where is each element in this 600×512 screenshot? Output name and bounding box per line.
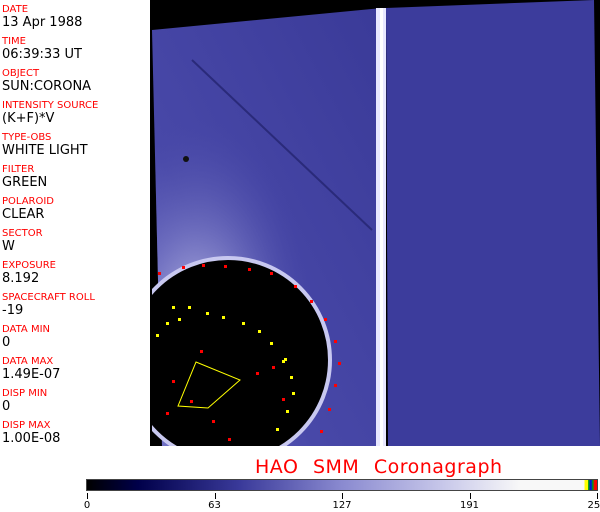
yellow-marker	[242, 322, 245, 325]
red-marker	[248, 268, 251, 271]
red-marker	[256, 372, 259, 375]
red-marker	[324, 318, 327, 321]
field-label: DATA MIN	[2, 324, 50, 335]
header-info-panel: DATE 13 Apr 1988 TIME 06:39:33 UT OBJECT SUN:…	[0, 0, 152, 446]
field-label: FILTER	[2, 164, 35, 175]
field-value: 1.00E-08	[2, 431, 61, 446]
yellow-marker	[188, 306, 191, 309]
field-label: DISP MAX	[2, 420, 51, 431]
red-marker	[282, 398, 285, 401]
colorbar-tick-label: 191	[459, 500, 480, 511]
colorbar-tick-label: 63	[208, 500, 221, 511]
field-value: CLEAR	[2, 207, 45, 222]
field-value: GREEN	[2, 175, 48, 190]
red-marker	[158, 272, 161, 275]
field-value: 13 Apr 1988	[2, 15, 83, 30]
red-marker	[320, 430, 323, 433]
yellow-marker	[276, 428, 279, 431]
yellow-marker	[292, 392, 295, 395]
field-value: WHITE LIGHT	[2, 143, 88, 158]
field-label: INTENSITY SOURCE	[2, 100, 99, 111]
red-marker	[202, 264, 205, 267]
yellow-marker	[286, 410, 289, 413]
colorbar-tick	[597, 493, 598, 499]
image-title: HAO SMM Coronagraph	[255, 456, 503, 478]
red-marker	[310, 300, 313, 303]
field-label: TYPE-OBS	[2, 132, 52, 143]
red-marker	[182, 266, 185, 269]
field-label: TIME	[2, 36, 27, 47]
field-value: -19	[2, 303, 24, 318]
red-marker	[200, 350, 203, 353]
colorbar-tick-label: 127	[332, 500, 352, 511]
field-value: 0	[2, 399, 11, 414]
field-label: DATE	[2, 4, 29, 15]
field-value: (K+F)*V	[2, 111, 55, 126]
colorbar-tick	[469, 493, 471, 499]
red-marker	[228, 438, 231, 441]
red-marker	[166, 412, 169, 415]
yellow-marker	[270, 342, 273, 345]
yellow-marker	[156, 334, 159, 337]
yellow-marker	[178, 318, 181, 321]
field-value: 1.49E-07	[2, 367, 61, 382]
overlay-markers	[156, 264, 341, 441]
field-value: 0	[2, 335, 11, 350]
colorbar-tick	[87, 493, 88, 499]
red-marker	[224, 265, 227, 268]
field-label: POLAROID	[2, 196, 55, 207]
field-label: SECTOR	[2, 228, 43, 239]
colorbar-tick-label: 0	[83, 500, 91, 511]
field-label: SPACECRAFT ROLL	[2, 292, 95, 303]
yellow-marker	[258, 330, 261, 333]
red-marker	[334, 384, 337, 387]
field-label: OBJECT	[2, 68, 40, 79]
yellow-marker	[282, 360, 285, 363]
red-marker	[190, 400, 193, 403]
red-marker	[328, 408, 331, 411]
color-bar	[86, 479, 598, 491]
yellow-marker	[206, 312, 209, 315]
red-marker	[270, 272, 273, 275]
yellow-marker	[166, 322, 169, 325]
red-marker	[334, 340, 337, 343]
field-label: EXPOSURE	[2, 260, 57, 271]
field-value: 06:39:33 UT	[2, 47, 82, 62]
red-marker	[272, 366, 275, 369]
yellow-marker	[290, 376, 293, 379]
field-value: W	[2, 239, 15, 254]
field-label: DATA MAX	[2, 356, 54, 367]
red-marker	[172, 380, 175, 383]
red-marker	[338, 362, 341, 365]
field-value: SUN:CORONA	[2, 79, 92, 94]
red-marker	[212, 420, 215, 423]
colorbar-tick	[214, 493, 216, 499]
yellow-marker	[222, 316, 225, 319]
field-value: 8.192	[2, 271, 40, 286]
colorbar-tick-label: 255	[587, 500, 600, 511]
yellow-marker	[172, 306, 175, 309]
red-marker	[294, 285, 297, 288]
yellow-marker	[284, 358, 287, 361]
coronagraph-image	[152, 0, 600, 446]
colorbar-tick	[342, 493, 343, 499]
field-label: DISP MIN	[2, 388, 48, 399]
